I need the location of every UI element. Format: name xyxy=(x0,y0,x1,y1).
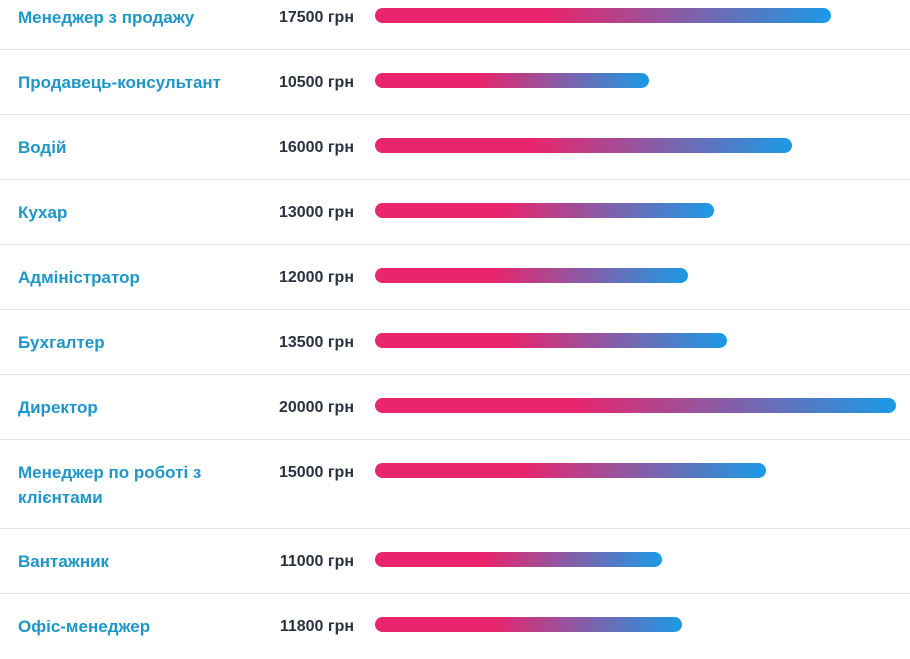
salary-row: Менеджер з продажу 17500 грн xyxy=(0,0,910,50)
job-title-link[interactable]: Офіс-менеджер xyxy=(18,617,151,636)
salary-value: 17500 грн xyxy=(278,9,354,26)
job-title-link[interactable]: Водій xyxy=(18,138,67,157)
salary-row: Бухгалтер 13500 грн xyxy=(0,310,910,375)
salary-value: 15000 грн xyxy=(278,464,354,481)
job-title-link[interactable]: Бухгалтер xyxy=(18,333,105,352)
salary-row: Директор 20000 грн xyxy=(0,375,910,440)
salary-row: Адміністратор 12000 грн xyxy=(0,245,910,310)
salary-bar xyxy=(375,73,649,88)
salary-row: Кухар 13000 грн xyxy=(0,180,910,245)
salary-value: 20000 грн xyxy=(278,399,354,416)
salary-value: 10500 грн xyxy=(278,74,354,91)
salary-bar xyxy=(375,268,688,283)
salary-bar xyxy=(375,552,662,567)
salary-row: Водій 16000 грн xyxy=(0,115,910,180)
job-title-link[interactable]: Директор xyxy=(18,398,98,417)
salary-value: 12000 грн xyxy=(278,269,354,286)
salary-value: 16000 грн xyxy=(278,139,354,156)
salary-value: 11800 грн xyxy=(279,618,354,635)
salary-bar xyxy=(375,203,714,218)
salary-bar xyxy=(375,333,727,348)
job-title-link[interactable]: Кухар xyxy=(18,203,68,222)
salary-row: Менеджер по роботі з клієнтами 15000 грн xyxy=(0,440,910,529)
salary-bar-track xyxy=(375,463,896,478)
job-title-link[interactable]: Адміністратор xyxy=(18,268,140,287)
salary-value: 13500 грн xyxy=(278,334,354,351)
salary-value: 11000 грн xyxy=(279,553,354,570)
job-title-link[interactable]: Менеджер по роботі з клієнтами xyxy=(18,463,202,507)
job-title-link[interactable]: Менеджер з продажу xyxy=(18,8,195,27)
salary-bar xyxy=(375,463,766,478)
salary-bar-track xyxy=(375,203,896,218)
salary-bar xyxy=(375,398,896,413)
salary-bar-track xyxy=(375,552,896,567)
salary-row: Офіс-менеджер 11800 грн xyxy=(0,594,910,659)
salary-bar-track xyxy=(375,398,896,413)
salary-bar xyxy=(375,617,683,632)
salary-row: Вантажник 11000 грн xyxy=(0,529,910,594)
salary-row: Продавець-консультант 10500 грн xyxy=(0,50,910,115)
salary-bar-track xyxy=(375,138,896,153)
salary-bar-track xyxy=(375,617,896,632)
salary-value: 13000 грн xyxy=(278,204,354,221)
job-title-link[interactable]: Продавець-консультант xyxy=(18,73,222,92)
salary-bar-track xyxy=(375,8,896,23)
salary-bar-track xyxy=(375,333,896,348)
salary-bar-track xyxy=(375,73,896,88)
job-title-link[interactable]: Вантажник xyxy=(18,552,110,571)
salary-bar xyxy=(375,138,792,153)
salary-bar xyxy=(375,8,831,23)
salary-bar-track xyxy=(375,268,896,283)
